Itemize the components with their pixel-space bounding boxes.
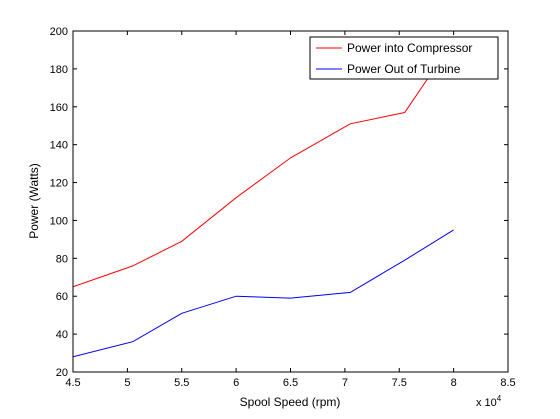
x-tick-label: 8 bbox=[451, 377, 457, 389]
y-tick-label: 100 bbox=[50, 215, 68, 227]
y-tick-label: 140 bbox=[50, 140, 68, 152]
x-axis-exponent: x 104 bbox=[476, 394, 502, 409]
x-tick-label: 4.5 bbox=[65, 377, 80, 389]
y-tick-label: 160 bbox=[50, 102, 68, 114]
x-tick-label: 5.5 bbox=[174, 377, 189, 389]
x-tick-label: 8.5 bbox=[500, 377, 515, 389]
x-axis-exponent-power: 4 bbox=[497, 394, 502, 403]
plot-area bbox=[73, 31, 508, 372]
legend: Power into Compressor Power Out of Turbi… bbox=[309, 36, 499, 80]
series-line-power-out-of-turbine bbox=[73, 229, 454, 358]
y-tick-label: 20 bbox=[56, 367, 68, 379]
series-group bbox=[73, 40, 455, 358]
x-tick-label: 7.5 bbox=[392, 377, 407, 389]
y-axis: 20 40 60 80 100 120 140 160 180 200 bbox=[50, 26, 508, 379]
x-axis: 4.5 5 5.5 6 6.5 7 7.5 8 8.5 bbox=[65, 31, 516, 389]
legend-label-power-into-compressor: Power into Compressor bbox=[347, 41, 472, 55]
legend-label-power-out-of-turbine: Power Out of Turbine bbox=[347, 62, 461, 76]
y-tick-label: 180 bbox=[50, 64, 68, 76]
y-tick-label: 80 bbox=[56, 253, 68, 265]
x-tick-label: 6.5 bbox=[283, 377, 298, 389]
y-tick-label: 60 bbox=[56, 291, 68, 303]
x-tick-label: 5 bbox=[124, 377, 130, 389]
x-tick-label: 7 bbox=[342, 377, 348, 389]
series-line-power-into-compressor bbox=[73, 40, 455, 288]
x-axis-label: Spool Speed (rpm) bbox=[240, 395, 341, 409]
y-tick-label: 200 bbox=[50, 26, 68, 38]
y-axis-label: Power (Watts) bbox=[27, 163, 41, 239]
x-axis-exponent-base: x 10 bbox=[476, 397, 497, 409]
y-tick-label: 120 bbox=[50, 178, 68, 190]
legend-box bbox=[309, 36, 499, 80]
y-tick-label: 40 bbox=[56, 329, 68, 341]
x-tick-label: 6 bbox=[233, 377, 239, 389]
